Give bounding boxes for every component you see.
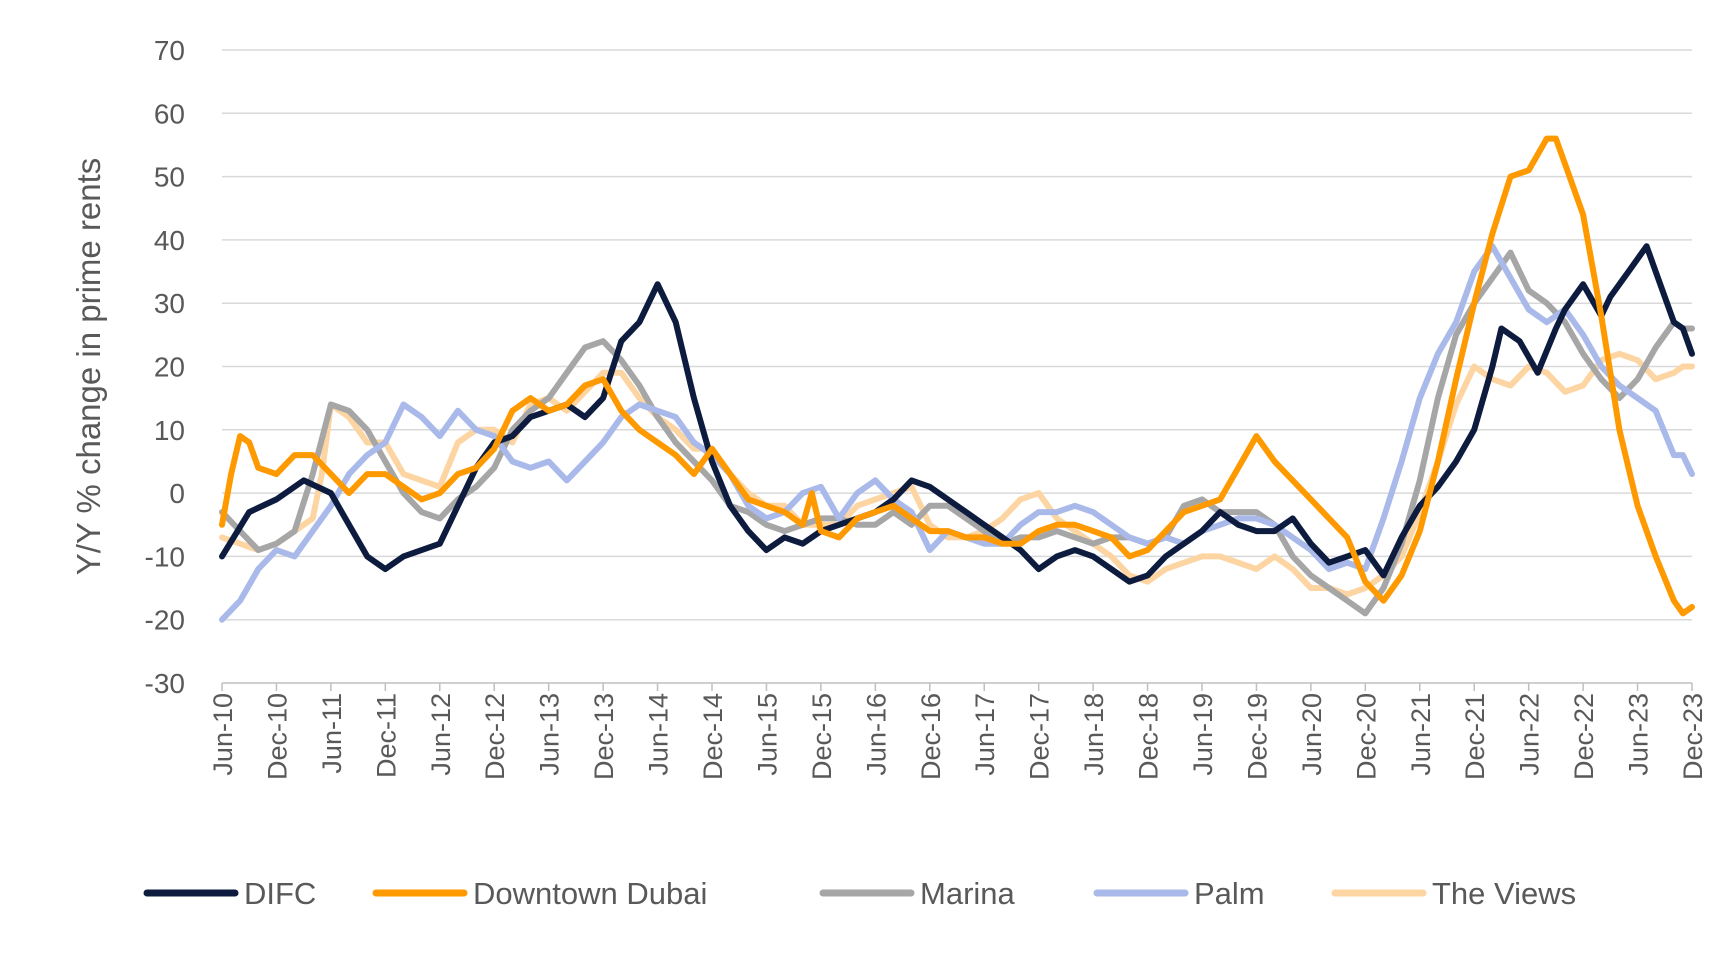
legend-label: The Views xyxy=(1432,876,1576,911)
x-tick-label: Dec-19 xyxy=(1242,693,1272,780)
x-tick-label: Jun-15 xyxy=(752,693,782,776)
x-tick-label: Dec-16 xyxy=(916,693,946,780)
x-tick-label: Jun-12 xyxy=(426,693,456,776)
legend: DIFC Downtown Dubai Marina Palm The Views xyxy=(143,876,1576,911)
series-line-difc xyxy=(219,243,1695,585)
legend-label: Palm xyxy=(1194,876,1265,911)
series-line-marina xyxy=(219,249,1695,617)
x-tick-labels: Jun-10 Dec-10 Jun-11 Dec-11 Jun-12 Dec-12 Jun-… xyxy=(208,683,1708,780)
y-tick-label: -30 xyxy=(145,668,185,699)
x-tick-label: Jun-20 xyxy=(1297,693,1327,776)
x-tick-label: Jun-17 xyxy=(970,693,1000,776)
y-tick-label: 40 xyxy=(154,225,185,256)
y-tick-label: 20 xyxy=(154,352,185,383)
y-tick-label: 0 xyxy=(169,478,185,509)
y-tick-label: 50 xyxy=(154,162,185,193)
series-line-the-views xyxy=(219,350,1695,598)
x-tick-label: Jun-23 xyxy=(1624,693,1654,776)
y-tick-label: -10 xyxy=(145,541,185,572)
gridlines xyxy=(222,49,1692,684)
x-tick-label: Dec-14 xyxy=(698,693,728,780)
x-tick-label: Dec-11 xyxy=(371,693,401,778)
x-tick-label: Jun-22 xyxy=(1515,693,1545,776)
y-tick-label: 30 xyxy=(154,288,185,319)
x-tick-label: Jun-13 xyxy=(535,693,565,776)
x-tick-label: Jun-21 xyxy=(1406,693,1436,776)
series-line-downtown-dubai xyxy=(219,135,1695,617)
x-tick-label: Dec-17 xyxy=(1025,693,1055,780)
y-tick-label: 70 xyxy=(154,35,185,66)
x-tick-label: Dec-21 xyxy=(1460,693,1490,780)
x-tick-label: Dec-10 xyxy=(262,693,292,780)
x-tick-label: Dec-12 xyxy=(480,693,510,780)
x-tick-label: Dec-20 xyxy=(1351,693,1381,780)
y-axis-label: Y/Y % change in prime rents xyxy=(70,158,107,576)
y-tick-label: 10 xyxy=(154,415,185,446)
legend-label: Downtown Dubai xyxy=(473,876,707,911)
legend-label: Marina xyxy=(920,876,1016,911)
x-tick-label: Jun-16 xyxy=(861,693,891,776)
x-tick-label: Jun-11 xyxy=(317,693,347,774)
legend-item-downtown-dubai: Downtown Dubai xyxy=(372,876,707,911)
y-tick-label: -20 xyxy=(145,605,185,636)
legend-item-difc: DIFC xyxy=(143,876,316,911)
legend-item-marina: Marina xyxy=(819,876,1016,911)
y-tick-label: 60 xyxy=(154,98,185,129)
x-tick-label: Dec-23 xyxy=(1678,693,1708,780)
series-lines xyxy=(219,135,1695,623)
x-tick-label: Jun-19 xyxy=(1188,693,1218,776)
y-tick-labels: -30 -20 -10 0 10 20 30 40 50 60 70 xyxy=(145,35,185,699)
legend-item-palm: Palm xyxy=(1093,876,1265,911)
x-tick-label: Dec-13 xyxy=(589,693,619,780)
x-tick-label: Dec-22 xyxy=(1569,693,1599,780)
legend-item-the-views: The Views xyxy=(1331,876,1576,911)
legend-label: DIFC xyxy=(244,876,316,911)
x-tick-label: Jun-18 xyxy=(1079,693,1109,776)
x-tick-label: Jun-14 xyxy=(644,693,674,776)
x-tick-label: Dec-15 xyxy=(807,693,837,780)
x-tick-label: Dec-18 xyxy=(1134,693,1164,780)
x-tick-label: Jun-10 xyxy=(208,693,238,776)
